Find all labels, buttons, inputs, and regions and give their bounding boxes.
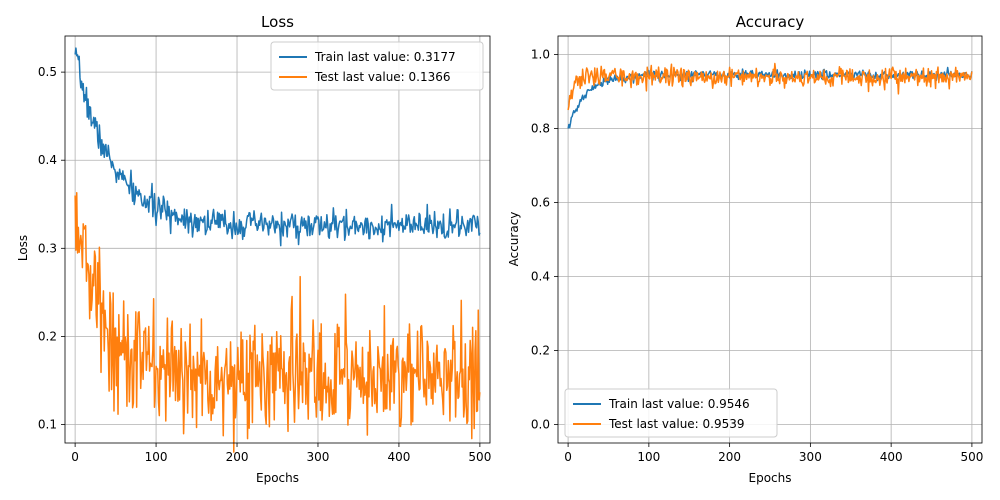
accuracy-x-tick-label-5: 500	[960, 450, 983, 464]
loss-y-tick-label-4: 0.5	[38, 65, 57, 79]
accuracy-x-tick-label-4: 400	[880, 450, 903, 464]
accuracy-legend-entry-0: Train last value: 0.9546	[608, 397, 750, 411]
accuracy-x-tick-label-1: 100	[637, 450, 660, 464]
loss-y-tick-label-3: 0.4	[38, 153, 57, 167]
accuracy-y-tick-label-3: 0.6	[531, 196, 550, 210]
loss-chart-title: Loss	[261, 13, 294, 31]
loss-y-tick-label-1: 0.2	[38, 329, 57, 343]
accuracy-series-line-1	[567, 62, 973, 111]
loss-series-line-0	[74, 47, 481, 247]
accuracy-chart: 0 100 200 300 400 500 0.0 0.2 0.4 0.6 0.8 1.0 Accur…	[507, 13, 983, 485]
accuracy-x-axis-label: Epochs	[749, 471, 792, 485]
accuracy-legend-entry-1: Test last value: 0.9539	[608, 417, 745, 431]
loss-x-tick-label-5: 500	[468, 450, 491, 464]
loss-ticks: 0 100 200 300 400 500 0.1 0.2 0.3 0.4 0.5	[38, 65, 491, 464]
accuracy-x-tick-label-0: 0	[564, 450, 572, 464]
loss-x-tick-label-2: 200	[226, 450, 249, 464]
loss-x-axis-label: Epochs	[256, 471, 299, 485]
loss-y-tick-label-0: 0.1	[38, 418, 57, 432]
loss-axes-frame	[64, 35, 491, 444]
loss-y-axis-label: Loss	[16, 235, 30, 261]
loss-x-tick-label-3: 300	[307, 450, 330, 464]
accuracy-x-tick-label-2: 200	[718, 450, 741, 464]
accuracy-y-axis-label: Accuracy	[507, 212, 521, 267]
accuracy-series-lines	[567, 62, 973, 129]
accuracy-chart-title: Accuracy	[736, 13, 805, 31]
loss-x-tick-label-0: 0	[71, 450, 79, 464]
accuracy-y-tick-label-4: 0.8	[531, 122, 550, 136]
loss-legend: Train last value: 0.3177 Test last value:…	[270, 41, 484, 91]
accuracy-y-tick-label-5: 1.0	[531, 48, 550, 62]
accuracy-ticks: 0 100 200 300 400 500 0.0 0.2 0.4 0.6 0.8 1.0	[531, 48, 983, 465]
loss-plot-frame	[64, 35, 491, 444]
loss-series-lines	[74, 47, 481, 453]
accuracy-y-tick-label-2: 0.4	[531, 270, 550, 284]
loss-x-tick-label-4: 400	[387, 450, 410, 464]
loss-legend-box	[270, 41, 484, 91]
loss-series-line-1	[74, 191, 481, 453]
loss-y-tick-label-2: 0.3	[38, 241, 57, 255]
accuracy-legend: Train last value: 0.9546 Test last value:…	[564, 388, 778, 438]
accuracy-legend-box	[564, 388, 778, 438]
loss-legend-entry-1: Test last value: 0.1366	[314, 70, 451, 84]
accuracy-axes-frame	[557, 35, 983, 444]
loss-legend-entry-0: Train last value: 0.3177	[314, 50, 456, 64]
loss-x-tick-label-1: 100	[145, 450, 168, 464]
accuracy-x-tick-label-3: 300	[799, 450, 822, 464]
accuracy-y-tick-label-1: 0.2	[531, 344, 550, 358]
accuracy-y-tick-label-0: 0.0	[531, 418, 550, 432]
accuracy-plot-frame	[557, 35, 983, 444]
loss-chart: 0 100 200 300 400 500 0.1 0.2 0.3 0.4 0.5 Loss Epo…	[16, 13, 491, 485]
